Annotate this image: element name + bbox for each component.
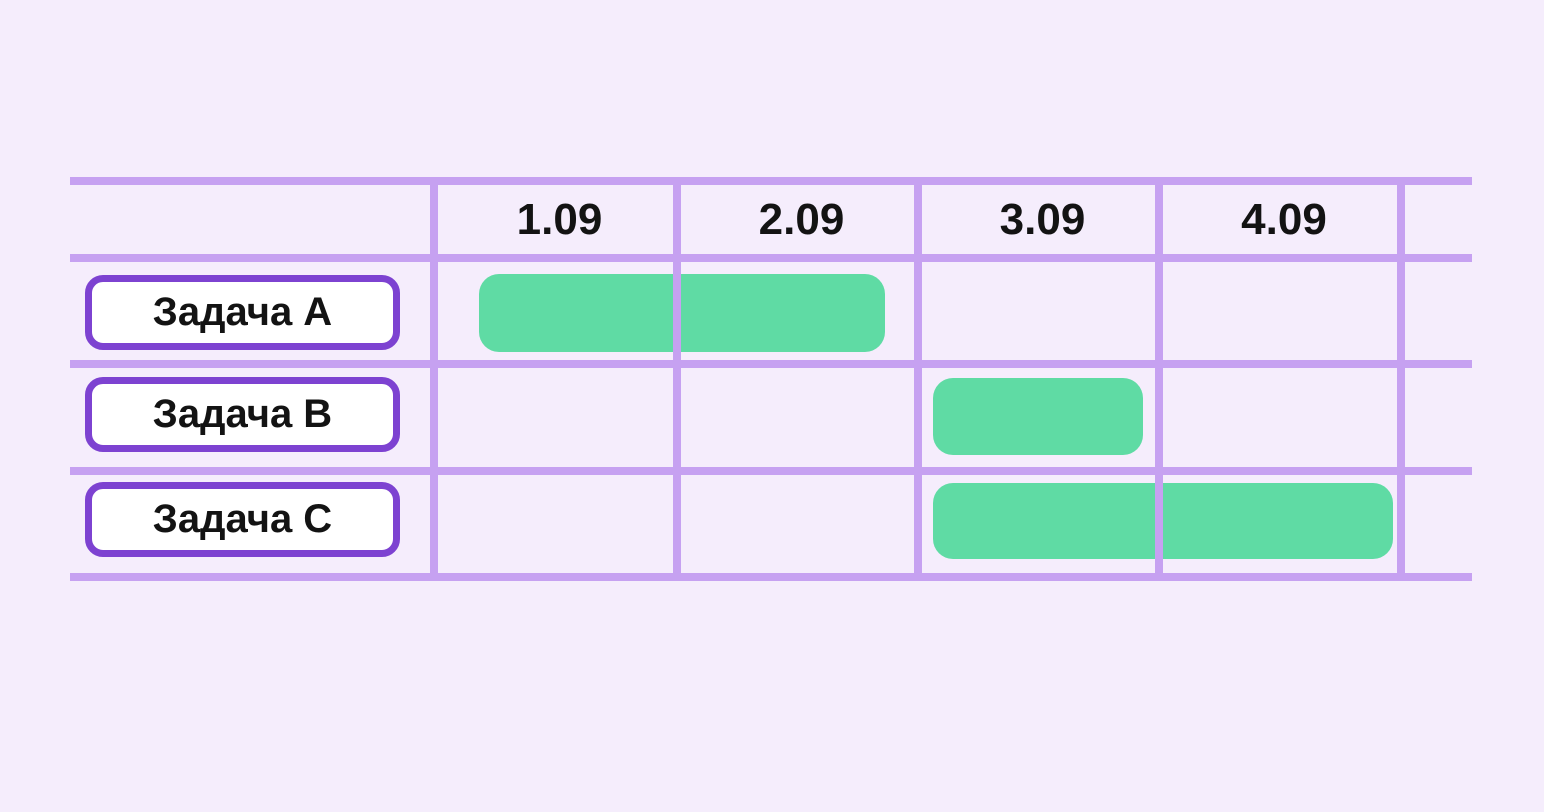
task-label-box: Задача A bbox=[85, 275, 400, 350]
column-header: 4.09 bbox=[1241, 195, 1327, 244]
grid-line-horizontal bbox=[70, 573, 1472, 581]
task-label: Задача B bbox=[152, 392, 333, 436]
column-header: 1.09 bbox=[516, 195, 603, 244]
column-header: 2.09 bbox=[758, 195, 845, 244]
grid-line-vertical bbox=[914, 177, 922, 581]
grid-line-horizontal bbox=[70, 254, 1472, 262]
column-header: 3.09 bbox=[999, 195, 1086, 244]
grid-line-horizontal bbox=[70, 177, 1472, 185]
task-bar bbox=[479, 274, 885, 352]
task-label-box: Задача C bbox=[85, 482, 400, 557]
task-label: Задача C bbox=[152, 497, 333, 541]
grid-line-horizontal bbox=[70, 467, 1472, 475]
task-label-box: Задача B bbox=[85, 377, 400, 452]
grid-line-vertical bbox=[673, 177, 681, 581]
grid-line-vertical bbox=[1155, 177, 1163, 581]
grid-line-vertical bbox=[1397, 177, 1405, 581]
grid-line-horizontal bbox=[70, 360, 1472, 368]
task-bar bbox=[933, 483, 1393, 559]
grid-line-vertical bbox=[430, 177, 438, 581]
task-label: Задача A bbox=[152, 290, 333, 334]
task-bar bbox=[933, 378, 1143, 455]
